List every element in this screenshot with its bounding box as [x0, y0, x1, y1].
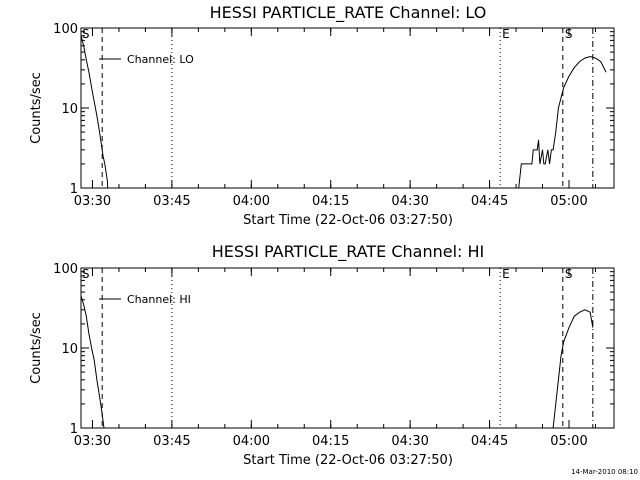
- y-tick-label: 10: [61, 342, 78, 357]
- chart-title: HESSI PARTICLE_RATE Channel: LO: [210, 3, 487, 23]
- x-tick-label: 03:30: [74, 194, 111, 209]
- timestamp-footer: 14-Mar-2010 08:10: [571, 468, 638, 476]
- y-tick-label: 100: [53, 262, 78, 277]
- plot-frame: [80, 267, 615, 429]
- legend-label: Channel: LO: [127, 53, 194, 66]
- plot-frame: [80, 27, 615, 189]
- event-marker-label: E: [502, 267, 510, 281]
- event-marker-label: S: [565, 267, 573, 281]
- y-tick-label: 1: [70, 182, 78, 197]
- data-series-line: [518, 56, 607, 188]
- x-tick-label: 03:45: [153, 194, 190, 209]
- x-tick-label: 05:00: [550, 194, 587, 209]
- x-tick-label: 04:15: [312, 434, 349, 449]
- y-axis-label: Counts/sec: [29, 72, 44, 144]
- data-series-line: [81, 295, 105, 428]
- legend-label: Channel: HI: [127, 293, 191, 306]
- chart-title: HESSI PARTICLE_RATE Channel: HI: [212, 242, 485, 262]
- x-tick-label: 03:45: [153, 434, 190, 449]
- x-axis-label: Start Time (22-Oct-06 03:27:50): [243, 453, 453, 468]
- chart-panel-hi: HESSI PARTICLE_RATE Channel: HI Counts/s…: [29, 242, 615, 468]
- x-tick-label: 04:45: [471, 434, 508, 449]
- chart-panel-lo: HESSI PARTICLE_RATE Channel: LO Counts/s…: [29, 3, 615, 228]
- y-tick-label: 1: [70, 422, 78, 437]
- y-tick-label: 10: [61, 102, 78, 117]
- x-tick-label: 03:30: [74, 434, 111, 449]
- event-marker-label: S: [565, 27, 573, 41]
- x-tick-label: 04:30: [391, 434, 428, 449]
- x-tick-label: 04:15: [312, 194, 349, 209]
- x-tick-label: 04:00: [233, 434, 270, 449]
- event-marker-label: S: [82, 267, 90, 281]
- x-tick-label: 04:00: [233, 194, 270, 209]
- y-tick-label: 100: [53, 22, 78, 37]
- data-series-line: [81, 35, 109, 188]
- x-tick-label: 04:45: [471, 194, 508, 209]
- x-tick-label: 05:00: [550, 434, 587, 449]
- event-marker-label: S: [82, 27, 90, 41]
- x-axis-label: Start Time (22-Oct-06 03:27:50): [243, 213, 453, 228]
- y-axis-label: Counts/sec: [29, 312, 44, 384]
- event-marker-label: E: [502, 27, 510, 41]
- data-series-line: [552, 309, 594, 428]
- x-tick-label: 04:30: [391, 194, 428, 209]
